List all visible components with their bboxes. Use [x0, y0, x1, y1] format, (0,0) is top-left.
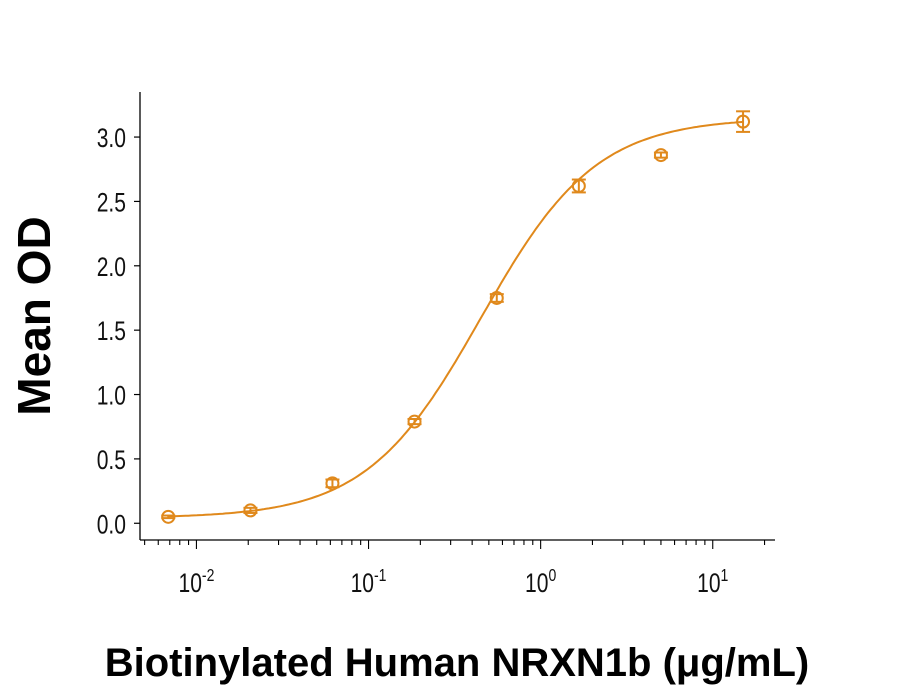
y-tick-label: 3.0	[97, 124, 126, 154]
data-point	[489, 290, 504, 305]
data-point	[571, 178, 586, 194]
y-tick-label: 1.0	[97, 381, 126, 411]
x-tick-label: 101	[697, 565, 728, 598]
y-axis-label: Mean OD	[8, 216, 60, 415]
data-point	[243, 503, 258, 518]
data-point	[325, 476, 340, 491]
y-tick-label: 2.5	[97, 188, 126, 218]
y-tick-label: 1.5	[97, 317, 126, 347]
point-marker	[653, 148, 668, 163]
x-tick-label: 10-1	[351, 565, 387, 598]
data-point	[653, 148, 668, 163]
axes	[139, 92, 775, 541]
point-marker	[571, 178, 586, 193]
point-marker	[407, 414, 422, 429]
x-axis-label: Biotinylated Human NRXN1b (μg/mL)	[105, 641, 810, 685]
y-tick-label: 2.0	[97, 252, 126, 282]
x-ticks: 10-2 10-1 100 101	[144, 540, 766, 599]
data-point	[736, 110, 751, 133]
x-tick-label: 10-2	[178, 565, 214, 598]
data-points	[161, 110, 751, 524]
point-marker	[325, 476, 340, 491]
data-point	[161, 509, 176, 524]
point-marker	[736, 114, 751, 129]
data-point	[407, 414, 422, 429]
point-marker	[243, 503, 258, 518]
fit-curve	[168, 120, 744, 518]
x-tick-label: 100	[525, 565, 556, 598]
y-ticks: 0.0 0.5 1.0 1.5 2.0 2.5 3.0	[97, 124, 140, 540]
point-marker	[161, 509, 176, 524]
y-tick-label: 0.0	[97, 510, 126, 540]
y-tick-label: 0.5	[97, 445, 126, 475]
point-marker	[489, 290, 504, 305]
